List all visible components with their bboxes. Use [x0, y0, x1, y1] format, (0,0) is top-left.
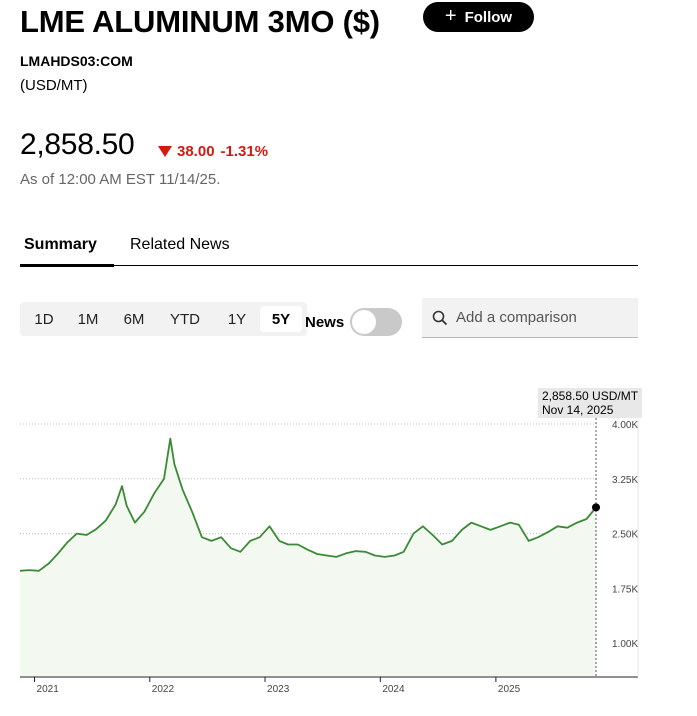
range-1y-button[interactable]: 1Y: [227, 310, 247, 328]
x-tick-label: 2023: [267, 684, 290, 695]
last-price: 2,858.50: [20, 128, 135, 161]
page-title: LME ALUMINUM 3MO ($): [20, 4, 380, 39]
follow-label: Follow: [464, 8, 513, 26]
tab-related-news-label: Related News: [130, 236, 230, 253]
tab-related-news[interactable]: Related News: [130, 236, 230, 254]
plus-icon: +: [444, 5, 457, 27]
news-toggle-label: News: [305, 314, 345, 331]
tab-bar: Summary Related News: [20, 236, 638, 267]
as-of-timestamp: As of 12:00 AM EST 11/14/25.: [20, 171, 221, 188]
y-tick-label: 4.00K: [612, 420, 638, 431]
news-toggle[interactable]: [350, 308, 402, 336]
x-tick-label: 2022: [152, 684, 175, 695]
down-arrow-icon: [158, 146, 172, 157]
range-1d-button[interactable]: 1D: [34, 310, 54, 328]
comparison-input[interactable]: [456, 309, 626, 326]
x-tick-label: 2021: [37, 684, 60, 695]
y-tick-label: 2.50K: [612, 530, 638, 541]
range-ytd-button[interactable]: YTD: [170, 310, 200, 328]
hover-tooltip: 2,858.50 USD/MT Nov 14, 2025: [538, 388, 643, 418]
last-price-marker: [592, 503, 600, 512]
follow-button[interactable]: + Follow: [423, 2, 534, 32]
change-percent: -1.31%: [220, 143, 269, 160]
price-change: 38.00 -1.31%: [158, 143, 268, 160]
comparison-search: [422, 298, 638, 338]
y-tick-label: 3.25K: [612, 475, 638, 486]
x-tick-label: 2024: [382, 684, 405, 695]
time-range-selector: 1D 1M 6M YTD 1Y 5Y: [20, 302, 307, 336]
range-6m-button[interactable]: 6M: [123, 310, 145, 328]
change-value: 38.00: [177, 143, 215, 160]
range-5y-button[interactable]: 5Y: [260, 306, 302, 332]
y-tick-label: 1.75K: [612, 584, 638, 595]
price-units: (USD/MT): [20, 77, 88, 94]
ticker-symbol: LMAHDS03:COM: [20, 53, 133, 69]
range-1m-button[interactable]: 1M: [77, 310, 99, 328]
tooltip-value: 2,858.50 USD/MT: [542, 389, 639, 403]
price-series-line: [19, 437, 597, 572]
y-tick-label: 1.00K: [612, 639, 638, 650]
tab-summary[interactable]: Summary: [24, 236, 97, 254]
toggle-knob: [352, 310, 376, 334]
price-chart[interactable]: 4.00K 3.25K 2.50K 1.75K 1.00K 2021 2022 2023 202…: [0, 380, 697, 716]
tooltip-date: Nov 14, 2025: [542, 403, 614, 417]
search-icon: [432, 310, 448, 325]
x-tick-label: 2025: [498, 684, 521, 695]
active-tab-indicator: [20, 264, 114, 267]
tab-summary-label: Summary: [24, 236, 97, 253]
price-area-fill: [20, 438, 596, 676]
